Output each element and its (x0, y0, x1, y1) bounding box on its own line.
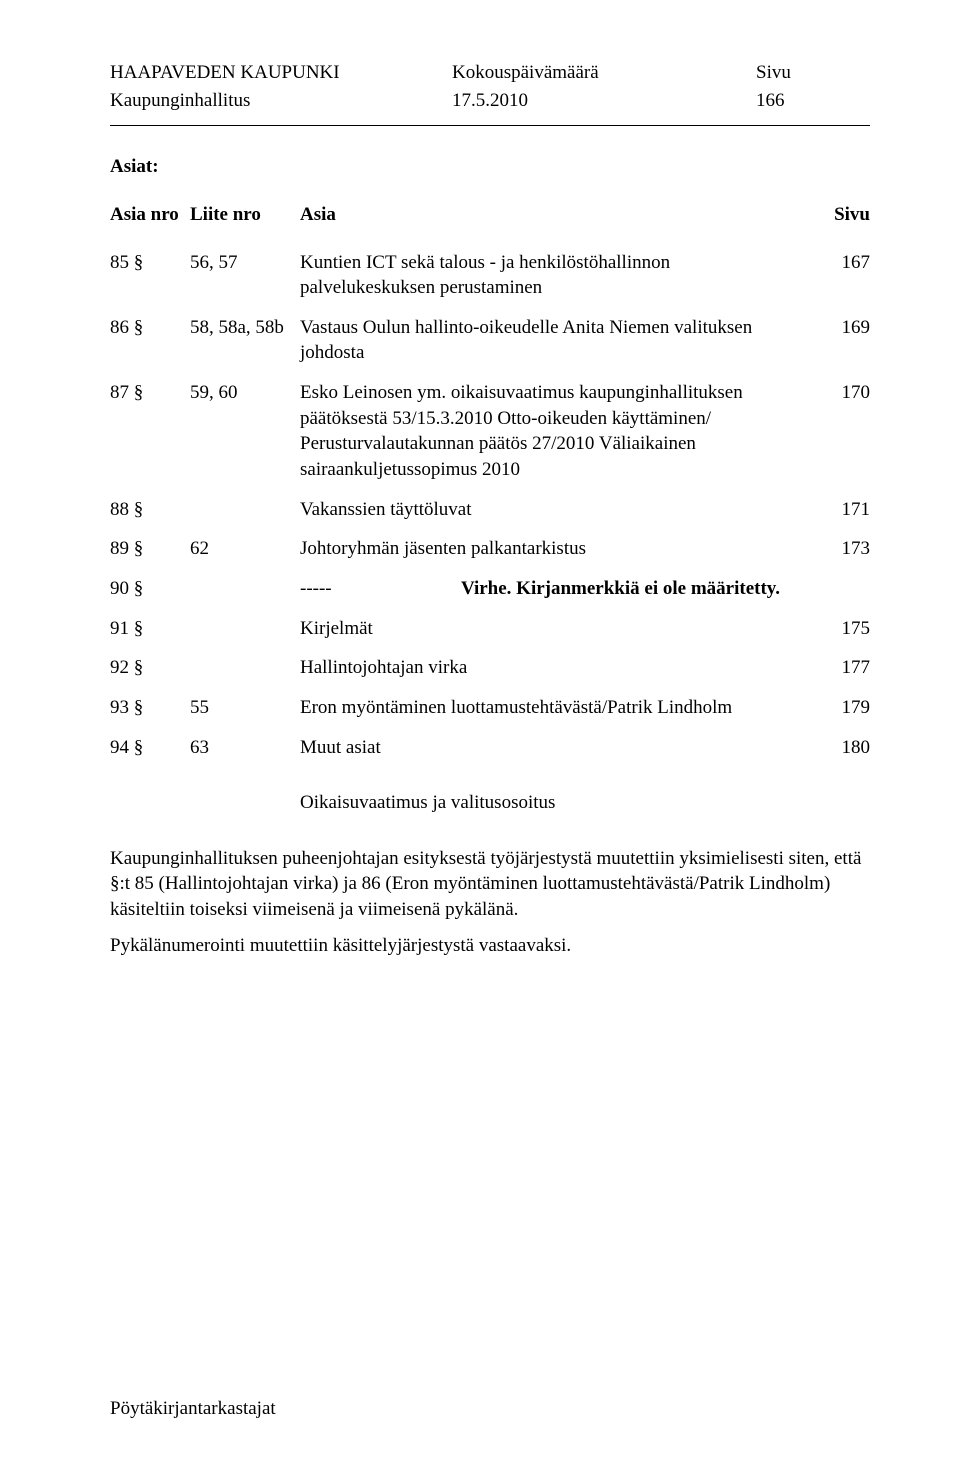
col-header-liite: Liite nro (190, 202, 300, 228)
item-text: Kuntien ICT sekä talous - ja henkilöstöh… (300, 250, 800, 301)
col-header-asia: Asia (300, 202, 800, 228)
column-header-row: Asia nro Liite nro Asia Sivu (110, 202, 870, 228)
agenda-row: 93 § 55 Eron myöntäminen luottamustehtäv… (110, 695, 870, 721)
item-text-prefix: ----- (300, 578, 332, 599)
agenda-row: 87 § 59, 60 Esko Leinosen ym. oikaisuvaa… (110, 380, 870, 483)
item-text: Kirjelmät (300, 616, 800, 642)
item-nro: 94 § (110, 735, 190, 761)
item-nro: 87 § (110, 380, 190, 406)
agenda-row: 90 § ----- Virhe. Kirjanmerkkiä ei ole m… (110, 576, 870, 602)
header-row-1: HAAPAVEDEN KAUPUNKI Kokouspäivämäärä Siv… (110, 60, 870, 86)
item-liite: 55 (190, 695, 300, 721)
item-nro: 88 § (110, 497, 190, 523)
item-liite: 59, 60 (190, 380, 300, 406)
item-text: Vakanssien täyttöluvat (300, 497, 800, 523)
item-nro: 86 § (110, 315, 190, 341)
agenda-row: 88 § Vakanssien täyttöluvat 171 (110, 497, 870, 523)
body-paragraph-1: Kaupunginhallituksen puheenjohtajan esit… (110, 846, 870, 923)
page: HAAPAVEDEN KAUPUNKI Kokouspäivämäärä Siv… (0, 0, 960, 1477)
item-text: Muut asiat (300, 735, 800, 761)
agenda-row: 94 § 63 Muut asiat 180 (110, 735, 870, 761)
header-date-label: Kokouspäivämäärä (452, 60, 718, 86)
header-org: HAAPAVEDEN KAUPUNKI (110, 60, 414, 86)
center-note: Oikaisuvaatimus ja valitusosoitus (110, 790, 870, 816)
item-text: Hallintojohtajan virka (300, 655, 800, 681)
item-page: 180 (800, 735, 870, 761)
header-page-label: Sivu (756, 60, 870, 86)
header-page-num: 166 (756, 88, 870, 114)
item-text: Johtoryhmän jäsenten palkantarkistus (300, 536, 800, 562)
item-page: 170 (800, 380, 870, 406)
header-row-2: Kaupunginhallitus 17.5.2010 166 (110, 88, 870, 114)
footer-label: Pöytäkirjantarkastajat (110, 1396, 276, 1422)
item-nro: 90 § (110, 576, 190, 602)
agenda-row: 86 § 58, 58a, 58b Vastaus Oulun hallinto… (110, 315, 870, 366)
item-text: Eron myöntäminen luottamustehtävästä/Pat… (300, 695, 800, 721)
header-rule (110, 125, 870, 126)
item-page: 179 (800, 695, 870, 721)
item-nro: 91 § (110, 616, 190, 642)
item-page: 171 (800, 497, 870, 523)
agenda-row: 89 § 62 Johtoryhmän jäsenten palkantarki… (110, 536, 870, 562)
item-text-bold: Virhe. Kirjanmerkkiä ei ole määritetty. (461, 576, 780, 602)
item-text: Vastaus Oulun hallinto-oikeudelle Anita … (300, 315, 800, 366)
item-page: 169 (800, 315, 870, 341)
item-liite: 62 (190, 536, 300, 562)
item-nro: 92 § (110, 655, 190, 681)
item-nro: 85 § (110, 250, 190, 276)
item-page: 173 (800, 536, 870, 562)
agenda-row: 85 § 56, 57 Kuntien ICT sekä talous - ja… (110, 250, 870, 301)
agenda-row: 92 § Hallintojohtajan virka 177 (110, 655, 870, 681)
item-page: 175 (800, 616, 870, 642)
header-date: 17.5.2010 (452, 88, 718, 114)
agenda-row: 91 § Kirjelmät 175 (110, 616, 870, 642)
item-page: 177 (800, 655, 870, 681)
header-body: Kaupunginhallitus (110, 88, 414, 114)
section-title: Asiat: (110, 154, 870, 180)
item-liite: 63 (190, 735, 300, 761)
body-paragraph-2: Pykälänumerointi muutettiin käsittelyjär… (110, 933, 870, 959)
item-text: ----- Virhe. Kirjanmerkkiä ei ole määrit… (300, 576, 800, 602)
item-text: Esko Leinosen ym. oikaisuvaatimus kaupun… (300, 380, 800, 483)
item-liite: 56, 57 (190, 250, 300, 276)
item-page: 167 (800, 250, 870, 276)
col-header-nro: Asia nro (110, 202, 190, 228)
item-nro: 89 § (110, 536, 190, 562)
item-liite: 58, 58a, 58b (190, 315, 300, 341)
col-header-sivu: Sivu (800, 202, 870, 228)
item-nro: 93 § (110, 695, 190, 721)
